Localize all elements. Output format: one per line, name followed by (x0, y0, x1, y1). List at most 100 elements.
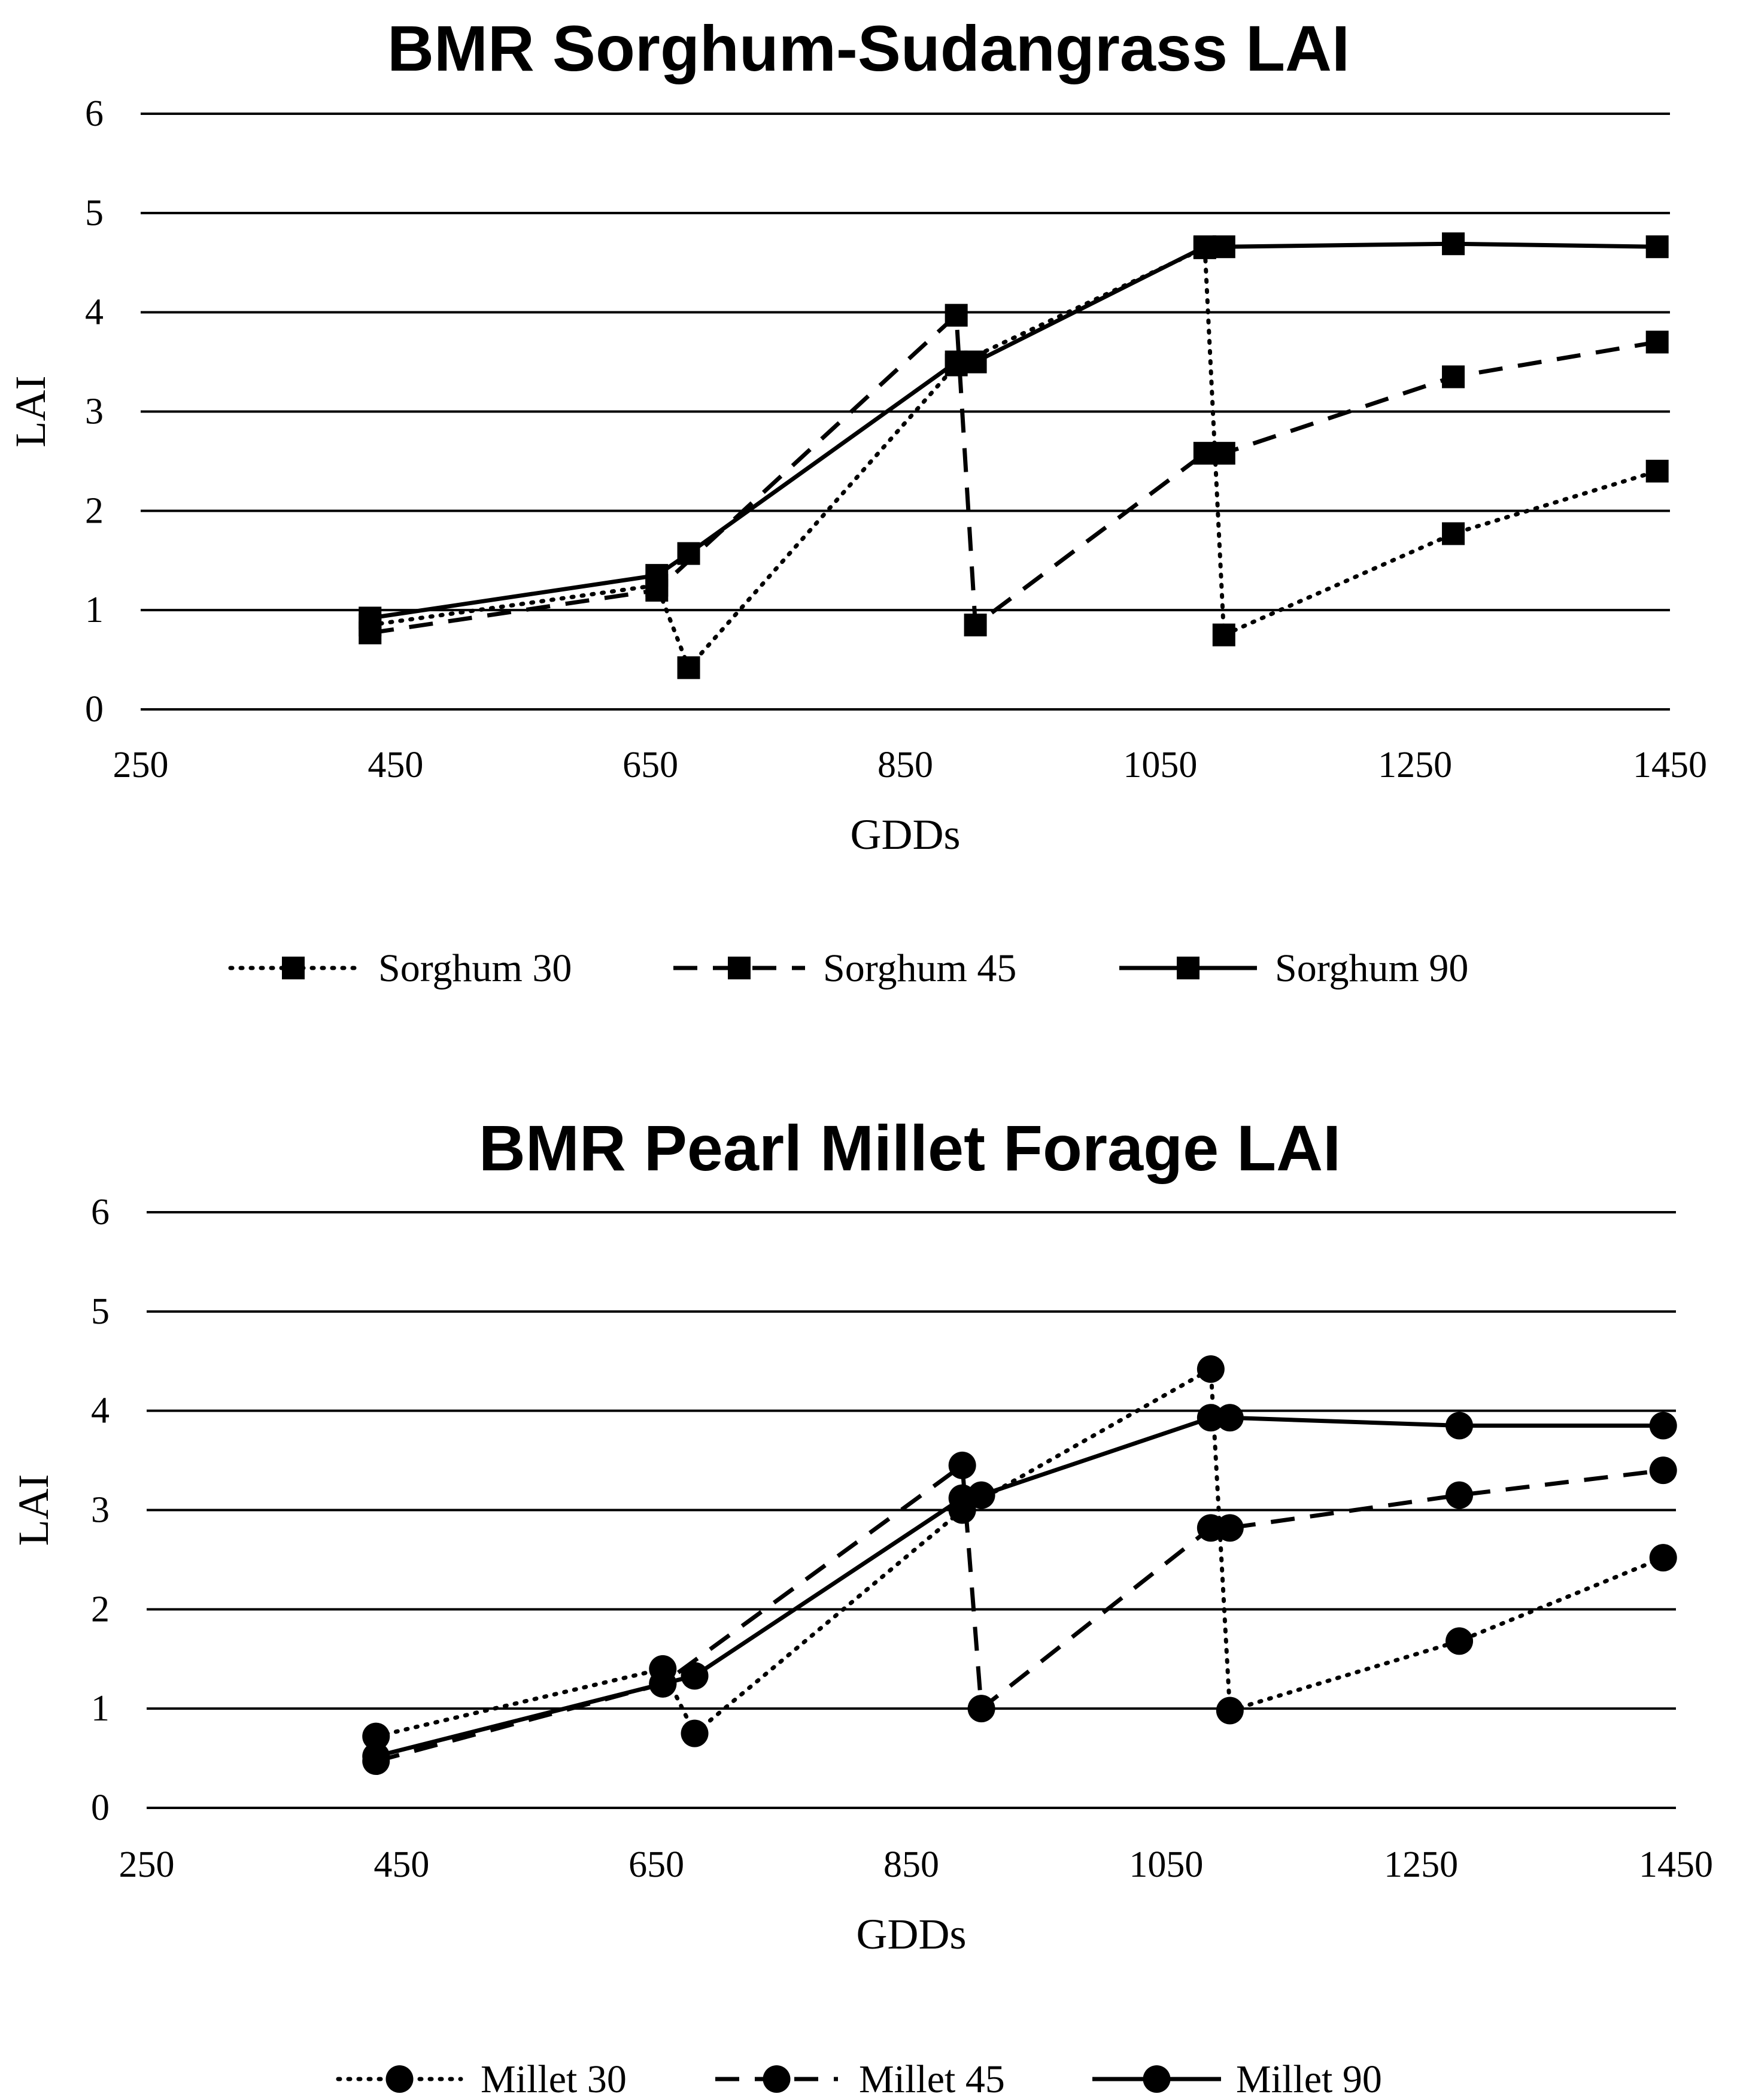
series-line (375, 1415, 1663, 1759)
data-point (677, 542, 700, 565)
y-tick-label: 2 (91, 1589, 110, 1629)
series-millet-45 (362, 1451, 1677, 1776)
legend-marker (763, 2065, 791, 2093)
data-point (1197, 1514, 1225, 1542)
x-tick-label: 1450 (1633, 745, 1707, 785)
legend-item: Sorghum 45 (673, 946, 1016, 990)
legend-marker (728, 957, 751, 979)
data-point (1442, 365, 1465, 389)
chart-1: BMR Sorghum-Sudangrass LAI 0 1 2 3 4 5 6 250 450 6… (7, 12, 1707, 990)
data-point (945, 350, 968, 374)
y-tick-label: 2 (85, 490, 104, 531)
legend-label: Sorghum 30 (378, 946, 572, 990)
x-tick-label: 1050 (1123, 745, 1197, 785)
x-tick-label: 650 (622, 745, 678, 785)
series-millet-30 (362, 1355, 1677, 1750)
legend-marker (282, 957, 305, 979)
series-sorghum-45 (359, 304, 1669, 645)
data-point (1212, 235, 1235, 259)
data-point (1442, 522, 1465, 545)
data-point (362, 1722, 390, 1750)
y-tick-label: 5 (85, 193, 104, 233)
data-point (964, 350, 987, 374)
x-tick-label: 1250 (1378, 745, 1452, 785)
data-point (1645, 460, 1669, 482)
x-tick-label: 1450 (1639, 1844, 1713, 1885)
x-axis-label: GDDs (856, 1910, 966, 1958)
data-point (1446, 1627, 1474, 1655)
data-point (1442, 232, 1465, 256)
data-point (1649, 1456, 1677, 1485)
data-point (1216, 1514, 1244, 1542)
data-point (1193, 442, 1216, 465)
x-tick-label: 650 (628, 1844, 684, 1885)
data-point (362, 1742, 390, 1770)
data-point (967, 1695, 995, 1723)
legend-label: Millet 90 (1236, 2057, 1382, 2100)
data-point (1212, 442, 1235, 465)
y-tick-label: 0 (91, 1788, 110, 1828)
data-point (1645, 235, 1669, 259)
legend-item: Sorghum 90 (1119, 946, 1468, 990)
legend-marker (1177, 957, 1199, 979)
legend-label: Millet 30 (481, 2057, 627, 2100)
y-tick-label: 1 (85, 590, 104, 630)
y-tick-label: 6 (85, 93, 104, 134)
data-point (1212, 623, 1235, 647)
x-axis-label: GDDs (850, 811, 960, 858)
y-tick-label: 3 (85, 392, 104, 432)
y-tick-label: 6 (91, 1192, 110, 1233)
series-sorghum-90 (359, 232, 1669, 630)
y-tick-label: 0 (85, 689, 104, 730)
x-tick-label: 250 (113, 745, 169, 785)
data-point (1645, 330, 1669, 354)
data-point (1649, 1412, 1677, 1440)
x-tick-label: 1050 (1129, 1844, 1203, 1885)
chart-title: BMR Sorghum-Sudangrass LAI (387, 12, 1350, 84)
y-tick-label: 3 (91, 1490, 110, 1531)
data-point (677, 656, 700, 679)
data-point (359, 606, 382, 630)
data-point (1216, 1404, 1244, 1432)
legend-marker (385, 2065, 414, 2093)
y-tick-label: 1 (91, 1688, 110, 1729)
series-line (369, 313, 1658, 635)
x-tick-label: 1250 (1384, 1844, 1458, 1885)
data-point (967, 1481, 995, 1509)
legend-label: Sorghum 45 (823, 946, 1016, 990)
series-millet-90 (362, 1404, 1677, 1770)
data-point (681, 1662, 709, 1690)
x-tick-label: 250 (119, 1844, 175, 1885)
series-line (368, 245, 1660, 670)
y-tick-label: 4 (85, 292, 104, 333)
y-axis-label: LAI (7, 376, 54, 448)
legend-label: Millet 45 (859, 2057, 1005, 2100)
series-sorghum-30 (359, 236, 1669, 679)
data-point (1193, 235, 1216, 259)
legend-marker (1143, 2065, 1171, 2093)
legend-item: Sorghum 30 (228, 946, 572, 990)
data-point (649, 1670, 677, 1698)
x-tick-label: 450 (368, 745, 423, 785)
data-point (1216, 1697, 1244, 1725)
x-tick-label: 450 (373, 1844, 429, 1885)
data-point (1197, 1404, 1225, 1432)
data-point (1197, 1355, 1225, 1383)
data-point (945, 304, 968, 327)
series-line (369, 241, 1657, 620)
legend-item: Millet 90 (1092, 2057, 1382, 2100)
y-axis-label: LAI (10, 1474, 57, 1546)
y-tick-label: 4 (91, 1391, 110, 1431)
chart-2: BMR Pearl Millet Forage LAI 0 1 2 3 4 5 6 250 450… (10, 1112, 1713, 2100)
data-point (1446, 1481, 1474, 1509)
x-tick-label: 850 (877, 745, 933, 785)
x-tick-label: 850 (883, 1844, 939, 1885)
legend-item: Millet 45 (715, 2057, 1005, 2100)
data-point (964, 614, 987, 637)
y-tick-label: 5 (91, 1291, 110, 1332)
chart-title: BMR Pearl Millet Forage LAI (479, 1112, 1341, 1184)
data-point (948, 1451, 976, 1479)
data-point (1649, 1544, 1677, 1572)
